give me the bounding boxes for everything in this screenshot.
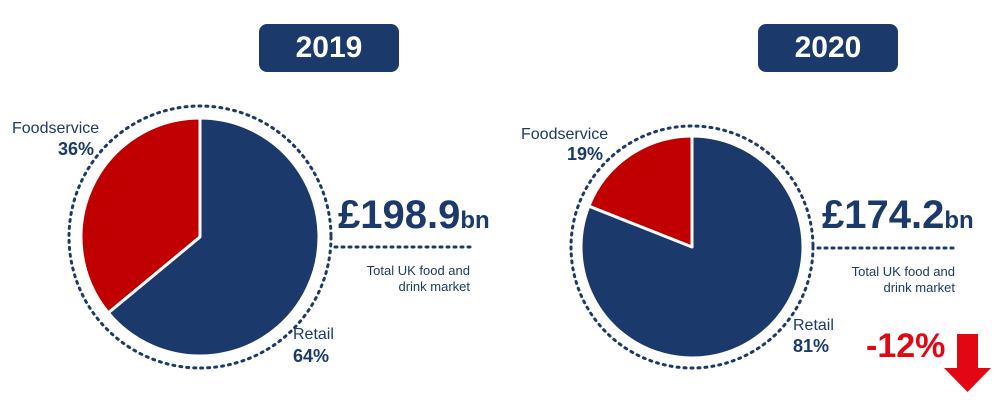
segment-label-retail: Retail [293, 326, 334, 343]
segment-label-retail: Retail [793, 317, 834, 334]
total-value-number: £198.9 [338, 193, 460, 237]
total-value-unit: bn [460, 207, 489, 234]
pie-dotted-ring [569, 124, 815, 370]
change-percent: -12% [866, 327, 945, 365]
pie-slice-foodservice [79, 116, 202, 315]
pie-slice-retail [579, 134, 805, 360]
pie-slice-retail [106, 116, 321, 358]
segment-label-foodservice: Foodservice [12, 120, 99, 137]
segment-value-retail: 81% [793, 336, 829, 356]
segment-value-foodservice: 19% [567, 144, 603, 164]
year-badge-2019: 2019 [259, 24, 399, 72]
pie-chart-2020: Foodservice 19% Retail 81% £174.2bn Tota… [521, 124, 974, 370]
segment-label-foodservice: Foodservice [521, 126, 608, 143]
total-caption-line-1: Total UK food and [367, 263, 470, 278]
total-value-unit: bn [944, 207, 973, 234]
total-value-number: £174.2 [822, 193, 944, 237]
total-caption-line-2: drink market [883, 280, 955, 295]
segment-value-foodservice: 36% [58, 139, 94, 159]
pie-slice-foodservice [587, 134, 694, 249]
segment-value-retail: 64% [293, 346, 329, 366]
year-badge-2020: 2020 [758, 24, 898, 72]
total-market-value: £198.9bn [338, 193, 490, 237]
pie-dotted-ring [67, 104, 333, 370]
change-indicator: -12% [866, 327, 991, 392]
total-caption-line-2: drink market [398, 279, 470, 294]
pie-chart-2019: Foodservice 36% Retail 64% £198.9bn Tota… [12, 104, 490, 370]
total-market-value: £174.2bn [822, 193, 974, 237]
total-caption-line-1: Total UK food and [852, 264, 955, 279]
down-arrow-icon [944, 334, 991, 392]
